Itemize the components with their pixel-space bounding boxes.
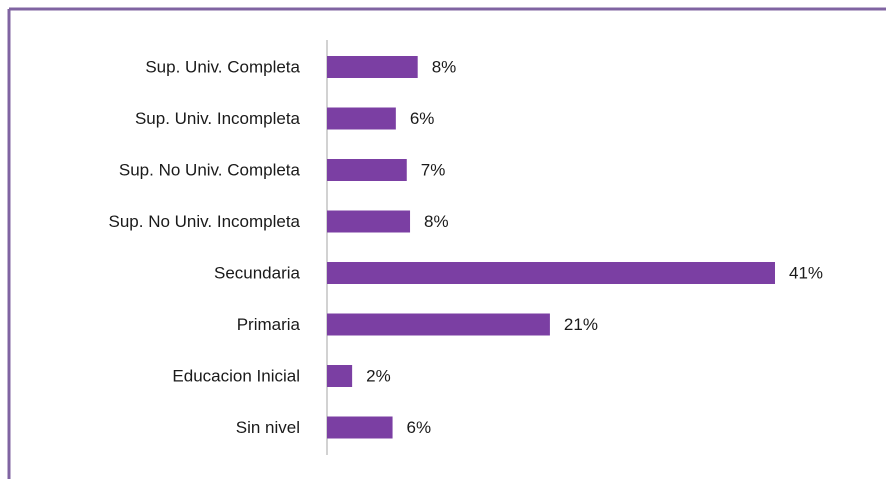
bar: [327, 262, 775, 284]
bar: [327, 159, 407, 181]
category-label: Sup. Univ. Incompleta: [135, 109, 301, 128]
category-label: Sup. No Univ. Completa: [119, 160, 301, 179]
value-label: 6%: [407, 418, 432, 437]
bar: [327, 107, 396, 130]
value-label: 8%: [424, 212, 449, 231]
bar: [327, 416, 393, 439]
bar: [327, 365, 353, 387]
category-label: Primaria: [237, 315, 301, 334]
bar: [327, 210, 411, 233]
value-label: 21%: [564, 315, 598, 334]
category-label: Sup. No Univ. Incompleta: [109, 212, 301, 231]
value-label: 6%: [410, 109, 435, 128]
bar: [327, 313, 550, 336]
bar: [327, 56, 418, 78]
value-label: 2%: [366, 366, 391, 385]
category-label: Educacion Inicial: [172, 366, 300, 385]
category-label: Sup. Univ. Completa: [145, 57, 300, 76]
category-label: Secundaria: [214, 263, 301, 282]
value-label: 41%: [789, 263, 823, 282]
value-label: 8%: [432, 57, 457, 76]
category-label: Sin nivel: [236, 418, 300, 437]
value-label: 7%: [421, 160, 446, 179]
